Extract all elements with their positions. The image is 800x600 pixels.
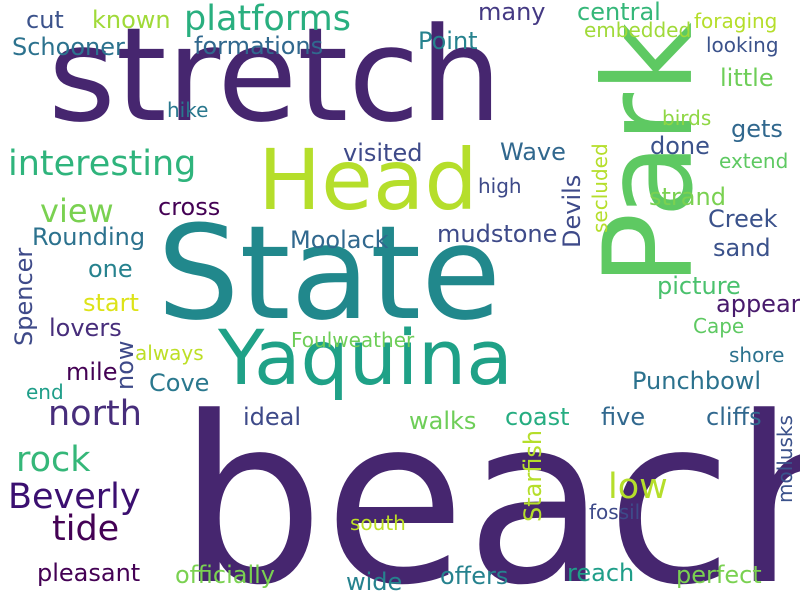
word-yaquina: Yaquina bbox=[218, 313, 513, 402]
word-lovers: lovers bbox=[49, 314, 122, 342]
word-beverly: Beverly bbox=[8, 477, 141, 517]
word-ideal: ideal bbox=[243, 403, 302, 431]
word-beach: beach bbox=[178, 369, 800, 600]
word-perfect: perfect bbox=[676, 561, 762, 589]
word-done: done bbox=[650, 132, 710, 160]
word-birds: birds bbox=[662, 106, 712, 130]
word-state: State bbox=[157, 197, 502, 349]
word-cross: cross bbox=[158, 193, 221, 221]
word-offers: offers bbox=[440, 562, 509, 590]
word-foraging: foraging bbox=[694, 9, 778, 33]
word-point: Point bbox=[418, 27, 478, 55]
word-foulweather: Foulweather bbox=[291, 328, 415, 352]
word-cove: Cove bbox=[149, 369, 210, 397]
word-tide: tide bbox=[52, 509, 120, 549]
word-extend: extend bbox=[719, 149, 789, 173]
word-formations: formations bbox=[194, 32, 324, 60]
word-punchbowl: Punchbowl bbox=[632, 367, 762, 395]
word-cut: cut bbox=[26, 6, 64, 34]
word-schooner: Schooner bbox=[12, 33, 125, 61]
word-starfish: Starfish bbox=[519, 429, 547, 522]
word-picture: picture bbox=[657, 272, 741, 300]
word-stretch: stretch bbox=[48, 0, 503, 151]
word-gets: gets bbox=[731, 115, 783, 143]
word-start: start bbox=[83, 289, 139, 317]
word-spencer: Spencer bbox=[10, 247, 38, 346]
word-pleasant: pleasant bbox=[37, 559, 141, 587]
word-walks: walks bbox=[409, 407, 477, 435]
word-cliffs: cliffs bbox=[706, 403, 762, 431]
word-wave: Wave bbox=[500, 138, 566, 166]
word-north: north bbox=[48, 394, 142, 434]
word-known: known bbox=[92, 6, 171, 34]
word-cape: Cape bbox=[693, 314, 745, 338]
word-visited: visited bbox=[343, 139, 423, 167]
word-interesting: interesting bbox=[8, 144, 197, 184]
word-appear: appear bbox=[716, 290, 800, 318]
word-devils: Devils bbox=[558, 174, 586, 248]
word-head: Head bbox=[258, 131, 478, 229]
word-always: always bbox=[135, 341, 204, 365]
word-platforms: platforms bbox=[184, 0, 351, 39]
word-officially: officially bbox=[175, 561, 275, 589]
word-fossil: fossil bbox=[589, 500, 641, 524]
word-coast: coast bbox=[505, 403, 570, 431]
word-many: many bbox=[478, 0, 546, 26]
word-end: end bbox=[26, 380, 64, 404]
word-creek: Creek bbox=[708, 205, 778, 233]
word-central: central bbox=[577, 0, 661, 26]
word-looking: looking bbox=[706, 33, 779, 57]
word-five: five bbox=[601, 403, 646, 431]
word-secluded: secluded bbox=[588, 143, 612, 233]
word-embedded: embedded bbox=[584, 18, 692, 42]
word-south: south bbox=[350, 511, 406, 535]
word-moolack: Moolack bbox=[290, 226, 389, 254]
word-wide: wide bbox=[346, 568, 403, 596]
word-strand: strand bbox=[649, 183, 726, 211]
word-high: high bbox=[478, 174, 522, 198]
word-mile: mile bbox=[66, 358, 118, 386]
word-rounding: Rounding bbox=[32, 223, 146, 251]
word-shore: shore bbox=[729, 343, 785, 367]
word-sand: sand bbox=[713, 234, 771, 262]
word-view: view bbox=[40, 192, 114, 230]
word-little: little bbox=[720, 64, 774, 92]
word-low: low bbox=[608, 467, 668, 507]
word-mollusks: mollusks bbox=[773, 415, 797, 503]
word-rock: rock bbox=[16, 440, 91, 480]
word-reach: reach bbox=[567, 559, 635, 587]
word-mudstone: mudstone bbox=[437, 220, 558, 248]
word-one: one bbox=[88, 255, 133, 283]
word-hike: hike bbox=[167, 98, 209, 122]
